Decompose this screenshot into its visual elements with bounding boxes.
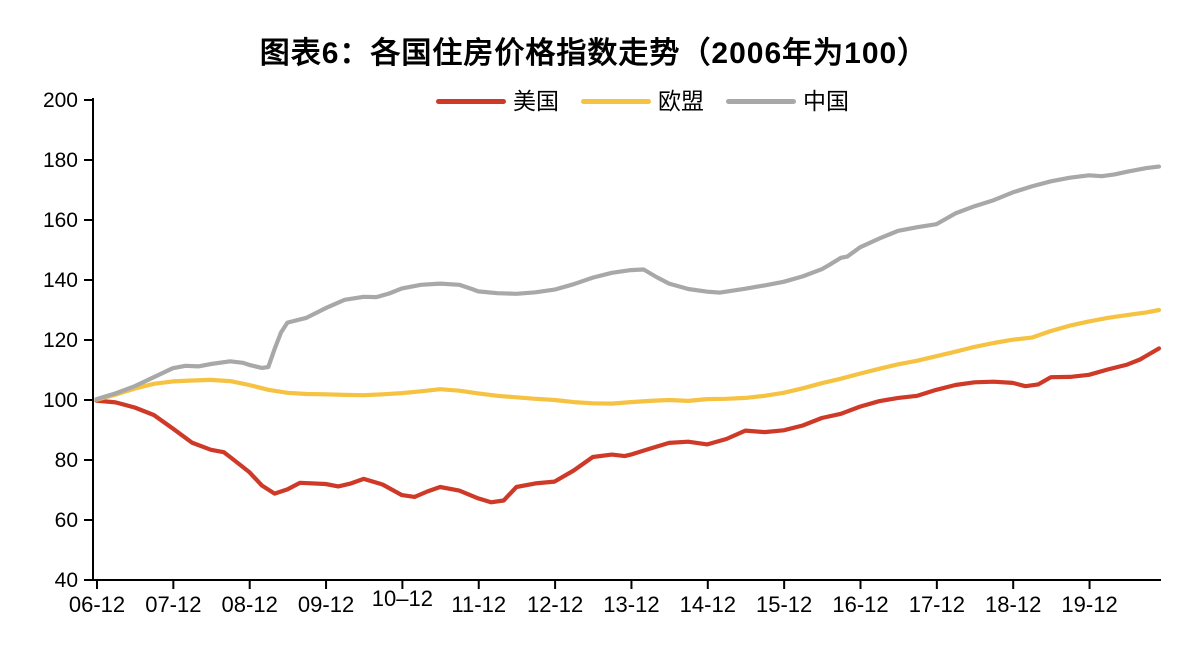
x-tick-label: 07-12 — [145, 592, 201, 617]
legend-item-eu: 欧盟 — [581, 87, 704, 114]
y-tick-label: 140 — [43, 269, 78, 292]
x-tick-label: 17-12 — [909, 592, 965, 617]
y-tick-label: 160 — [43, 209, 78, 232]
x-tick-label: 09-12 — [298, 592, 354, 617]
x-tick-label: 15-12 — [756, 592, 812, 617]
y-tick-label: 200 — [43, 89, 78, 112]
x-tick-label: 14-12 — [680, 592, 736, 617]
x-tick-label: 11-12 — [451, 592, 506, 617]
y-tick-label: 60 — [55, 509, 78, 532]
chart-title: 图表6：各国住房价格指数走势（2006年为100） — [259, 37, 929, 70]
legend-item-cn: 中国 — [726, 87, 849, 114]
legend-label-eu: 欧盟 — [658, 87, 704, 114]
x-tick-label: 12-12 — [527, 592, 583, 617]
series-line-eu — [94, 307, 1162, 406]
legend-label-us: 美国 — [513, 87, 559, 114]
y-tick-label: 180 — [43, 149, 78, 172]
legend-swatch-us — [436, 98, 506, 104]
x-tick-label: 13-12 — [603, 592, 659, 617]
legend-item-us: 美国 — [436, 87, 559, 114]
x-tick-label: 08-12 — [222, 592, 278, 617]
y-tick-label: 120 — [43, 329, 78, 352]
x-tick-label: 18-12 — [985, 592, 1041, 617]
series-line-us — [94, 346, 1162, 505]
x-tick-label: 06-12 — [69, 592, 125, 617]
legend-swatch-eu — [581, 98, 651, 104]
y-tick-label: 100 — [43, 389, 78, 412]
legend-label-cn: 中国 — [803, 87, 849, 114]
x-tick-label: 16-12 — [832, 592, 888, 617]
x-tick-label: 19-12 — [1061, 592, 1117, 617]
x-tick-label: 10–12 — [372, 586, 433, 611]
y-tick-label: 80 — [55, 449, 78, 472]
chart-legend: 美国 欧盟 中国 — [436, 88, 849, 114]
series-line-cn — [94, 164, 1162, 402]
legend-swatch-cn — [726, 98, 796, 104]
y-tick-label: 40 — [55, 569, 78, 592]
